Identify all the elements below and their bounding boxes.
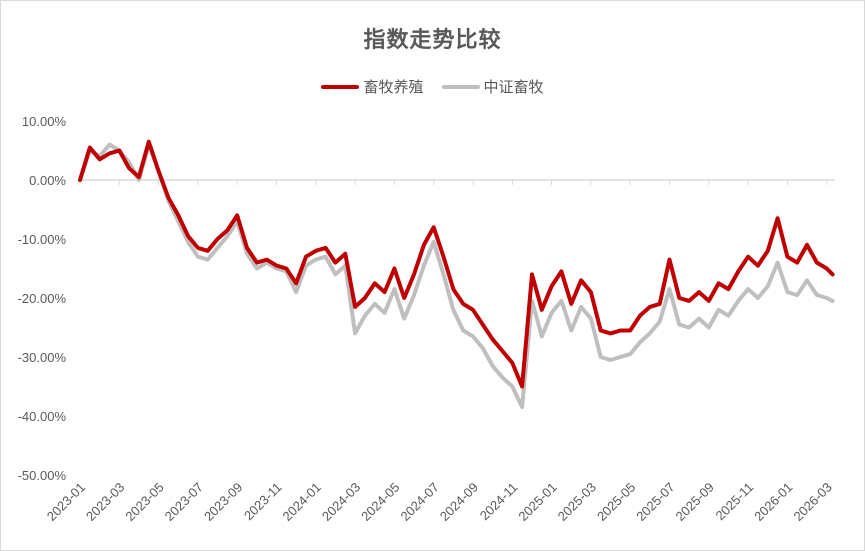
x-tick-label: 2023-03 xyxy=(83,480,127,524)
x-tick-label: 2024-03 xyxy=(319,480,363,524)
legend-label: 畜牧养殖 xyxy=(363,78,424,96)
x-tick-label: 2023-01 xyxy=(44,480,88,524)
chart-title: 指数走势比较 xyxy=(363,28,502,53)
x-tick-label: 2023-07 xyxy=(162,480,206,524)
x-tick-label: 2024-09 xyxy=(437,480,481,524)
x-tick-label: 2024-01 xyxy=(280,480,324,524)
x-tick-label: 2024-05 xyxy=(358,480,402,524)
x-tick-label: 2024-11 xyxy=(477,480,521,524)
x-tick-label: 2025-09 xyxy=(673,480,717,524)
x-tick-label: 2025-05 xyxy=(594,480,638,524)
y-tick-label: 0.00% xyxy=(29,173,66,188)
y-tick-label: -20.00% xyxy=(18,291,67,306)
y-tick-label: -10.00% xyxy=(18,232,67,247)
x-tick-label: 2025-11 xyxy=(713,480,757,524)
y-tick-label: -40.00% xyxy=(18,409,67,424)
x-tick-label: 2025-01 xyxy=(515,480,559,524)
legend-item-livestock-breeding[interactable]: 畜牧养殖 xyxy=(321,76,424,97)
y-tick-label: -30.00% xyxy=(18,350,67,365)
legend-label: 中证畜牧 xyxy=(483,78,544,96)
legend-swatch-gray xyxy=(441,84,480,89)
x-tick-label: 2024-07 xyxy=(397,480,441,524)
series-line-livestock-breeding xyxy=(78,139,835,389)
x-tick-label: 2023-05 xyxy=(122,480,166,524)
legend-item-csi-livestock[interactable]: 中证畜牧 xyxy=(441,76,544,97)
legend-swatch-red xyxy=(321,84,360,89)
y-tick-label: 10.00% xyxy=(22,114,67,129)
y-tick-label: -50.00% xyxy=(18,468,67,483)
x-tick-label: 2025-03 xyxy=(555,480,599,524)
x-tick-label: 2026-03 xyxy=(790,480,834,524)
x-tick-label: 2026-01 xyxy=(751,480,795,524)
x-tick-label: 2023-09 xyxy=(201,480,245,524)
legend: 畜牧养殖 中证畜牧 xyxy=(0,76,865,97)
x-tick-label: 2025-07 xyxy=(633,480,677,524)
series-line-csi-livestock xyxy=(78,142,835,410)
x-tick-label: 2023-11 xyxy=(241,480,285,524)
